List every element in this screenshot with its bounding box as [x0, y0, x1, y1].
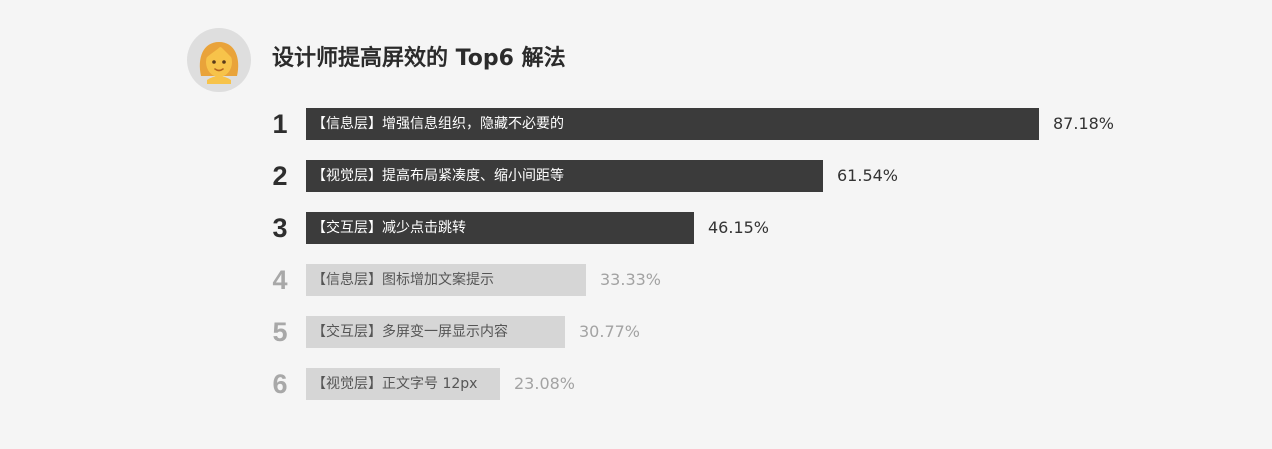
rank-number: 2: [272, 161, 288, 191]
rank-number: 1: [272, 109, 288, 139]
chart-bar: 【信息层】增强信息组织，隐藏不必要的: [306, 108, 1039, 140]
chart-bar: 【视觉层】提高布局紧凑度、缩小间距等: [306, 160, 823, 192]
chart-row: 5 【交互层】多屏变一屏显示内容 30.77%: [270, 316, 1170, 348]
chart-bar: 【视觉层】正文字号 12px: [306, 368, 500, 400]
chart-row: 6 【视觉层】正文字号 12px 23.08%: [270, 368, 1170, 400]
chart-row: 3 【交互层】减少点击跳转 46.15%: [270, 212, 1170, 244]
value-label: 23.08%: [514, 374, 576, 393]
rank-number: 6: [272, 369, 288, 399]
value-label: 30.77%: [579, 322, 641, 341]
chart-row: 2 【视觉层】提高布局紧凑度、缩小间距等 61.54%: [270, 160, 1170, 192]
value-label: 33.33%: [600, 270, 662, 289]
rank-number: 5: [272, 317, 288, 347]
woman-emoji-icon: [199, 42, 239, 84]
value-label: 46.15%: [708, 218, 770, 237]
value-label: 87.18%: [1053, 114, 1115, 133]
chart-row: 1 【信息层】增强信息组织，隐藏不必要的 87.18%: [270, 108, 1170, 140]
value-label: 61.54%: [837, 166, 899, 185]
chart-bar: 【交互层】减少点击跳转: [306, 212, 694, 244]
avatar: [187, 28, 251, 92]
chart-bar: 【交互层】多屏变一屏显示内容: [306, 316, 565, 348]
chart-bar: 【信息层】图标增加文案提示: [306, 264, 586, 296]
rank-number: 3: [272, 213, 288, 243]
rank-number: 4: [272, 265, 288, 295]
page-title: 设计师提高屏效的 Top6 解法: [272, 46, 566, 71]
chart-row: 4 【信息层】图标增加文案提示 33.33%: [270, 264, 1170, 296]
